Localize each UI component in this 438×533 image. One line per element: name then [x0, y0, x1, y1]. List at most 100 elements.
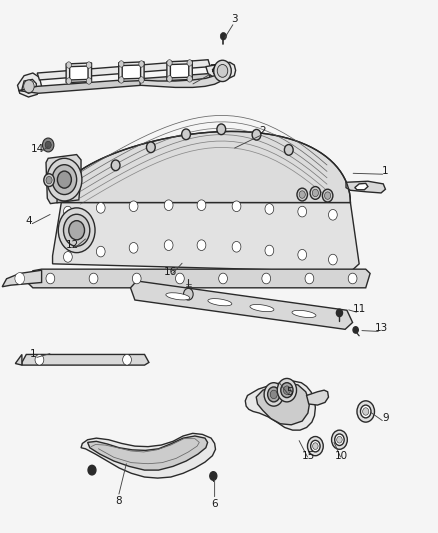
Polygon shape	[18, 73, 42, 97]
Polygon shape	[46, 155, 81, 204]
Circle shape	[89, 273, 98, 284]
Polygon shape	[28, 269, 370, 288]
Ellipse shape	[166, 293, 190, 300]
Polygon shape	[212, 67, 230, 76]
Text: 11: 11	[353, 304, 366, 314]
Polygon shape	[18, 74, 210, 93]
Circle shape	[146, 142, 155, 152]
Circle shape	[232, 241, 241, 252]
Polygon shape	[170, 64, 189, 78]
Circle shape	[311, 440, 320, 452]
Text: 5: 5	[286, 387, 293, 397]
Circle shape	[214, 60, 231, 82]
Text: 13: 13	[374, 323, 388, 333]
Circle shape	[332, 430, 347, 449]
Polygon shape	[206, 62, 236, 80]
Circle shape	[232, 201, 241, 212]
Circle shape	[298, 206, 307, 217]
Polygon shape	[245, 381, 315, 430]
Circle shape	[123, 354, 131, 365]
Polygon shape	[122, 65, 141, 79]
Circle shape	[46, 273, 55, 284]
Circle shape	[310, 187, 321, 199]
Polygon shape	[22, 354, 149, 365]
Circle shape	[69, 221, 85, 240]
Circle shape	[64, 214, 90, 246]
Circle shape	[299, 191, 305, 198]
Circle shape	[313, 443, 318, 449]
Circle shape	[363, 408, 369, 415]
Text: 2: 2	[259, 126, 266, 135]
Circle shape	[46, 176, 52, 184]
Polygon shape	[307, 390, 328, 405]
Ellipse shape	[208, 298, 232, 306]
Circle shape	[119, 77, 124, 83]
Polygon shape	[167, 61, 192, 80]
Circle shape	[139, 61, 144, 67]
Text: 12: 12	[66, 240, 79, 250]
Circle shape	[132, 273, 141, 284]
Polygon shape	[66, 63, 92, 83]
Polygon shape	[81, 433, 215, 478]
Circle shape	[176, 273, 184, 284]
Circle shape	[281, 383, 293, 398]
Circle shape	[328, 209, 337, 220]
Circle shape	[197, 240, 206, 251]
Circle shape	[307, 437, 323, 456]
Polygon shape	[119, 62, 144, 82]
Circle shape	[58, 208, 95, 253]
Polygon shape	[88, 436, 208, 470]
Circle shape	[337, 437, 342, 443]
Circle shape	[139, 77, 144, 83]
Polygon shape	[53, 203, 359, 272]
Circle shape	[66, 78, 71, 84]
Circle shape	[184, 288, 193, 300]
Circle shape	[129, 201, 138, 212]
Circle shape	[119, 61, 124, 67]
Circle shape	[167, 76, 172, 82]
Circle shape	[217, 64, 228, 77]
Text: 15: 15	[302, 451, 315, 461]
Text: 8: 8	[115, 496, 122, 506]
Circle shape	[129, 243, 138, 253]
Polygon shape	[140, 71, 223, 87]
Circle shape	[96, 246, 105, 257]
Text: 10: 10	[335, 451, 348, 461]
Circle shape	[86, 78, 92, 84]
Circle shape	[325, 192, 331, 199]
Polygon shape	[256, 384, 310, 425]
Circle shape	[262, 273, 271, 284]
Circle shape	[164, 240, 173, 251]
Circle shape	[268, 387, 280, 402]
Circle shape	[197, 200, 206, 211]
Circle shape	[24, 80, 34, 93]
Circle shape	[264, 383, 283, 406]
Ellipse shape	[250, 304, 274, 312]
Circle shape	[277, 378, 297, 402]
Circle shape	[298, 249, 307, 260]
Circle shape	[265, 204, 274, 214]
Circle shape	[270, 390, 277, 399]
Circle shape	[265, 245, 274, 256]
Text: 7: 7	[209, 64, 216, 74]
Circle shape	[210, 472, 217, 480]
Circle shape	[336, 309, 343, 317]
Circle shape	[111, 160, 120, 171]
Polygon shape	[2, 270, 42, 287]
Circle shape	[167, 60, 172, 66]
Text: 16: 16	[164, 267, 177, 277]
Circle shape	[335, 434, 344, 446]
Circle shape	[88, 465, 96, 475]
Circle shape	[328, 254, 337, 265]
Circle shape	[66, 62, 71, 68]
Circle shape	[47, 158, 82, 201]
Circle shape	[322, 189, 333, 202]
Circle shape	[312, 189, 318, 197]
Circle shape	[35, 354, 44, 365]
Circle shape	[219, 273, 227, 284]
Circle shape	[45, 141, 51, 149]
Text: 6: 6	[211, 499, 218, 508]
Circle shape	[348, 273, 357, 284]
Circle shape	[42, 138, 54, 152]
Circle shape	[220, 33, 226, 40]
